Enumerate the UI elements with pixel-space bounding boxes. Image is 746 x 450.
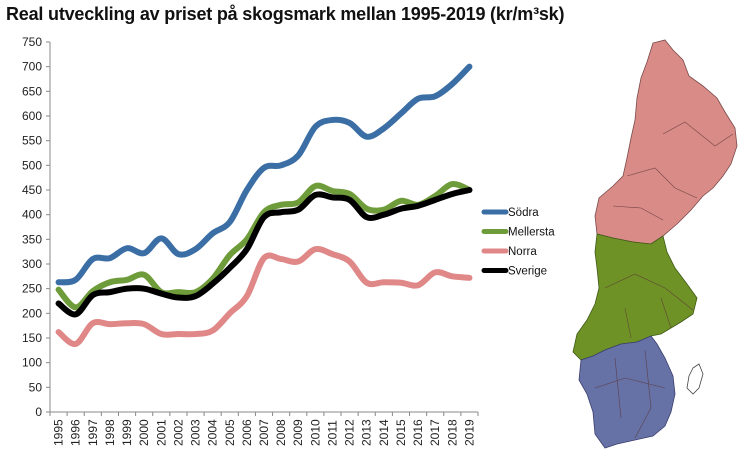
x-tick-label: 2003	[189, 419, 203, 446]
x-tick-label: 2012	[343, 419, 357, 446]
y-tick-label: 400	[22, 208, 42, 222]
x-axis-ticks: 1995 1996 1997 1998 1999 2000 2001 2002 2003 2004…	[49, 412, 479, 446]
y-tick-label: 0	[35, 405, 42, 419]
map-region-mellersta	[572, 233, 698, 361]
x-tick-label: 2000	[137, 419, 151, 446]
x-tick-label: 2001	[154, 419, 168, 446]
series-line-mellersta	[55, 181, 473, 311]
map-region-sodra	[578, 335, 676, 449]
map-county-borders	[594, 121, 734, 439]
x-tick-label: 2006	[240, 419, 254, 446]
x-tick-label: 1996	[69, 419, 83, 446]
y-tick-label: 750	[22, 35, 42, 49]
x-tick-label: 2017	[428, 419, 442, 446]
legend-label-norra: Norra	[508, 246, 537, 258]
x-tick-label: 2004	[206, 419, 220, 446]
x-tick-label: 2010	[308, 419, 322, 446]
y-tick-label: 350	[22, 232, 42, 246]
y-tick-label: 200	[22, 306, 42, 320]
y-tick-label: 100	[22, 356, 42, 370]
series-lines	[55, 63, 473, 347]
legend-label-mellersta: Mellersta	[508, 227, 555, 239]
y-tick-label: 50	[29, 380, 43, 394]
x-tick-label: 2018	[445, 419, 459, 446]
y-tick-label: 700	[22, 60, 42, 74]
x-tick-label: 2019	[462, 419, 476, 446]
map-gotland-outline	[686, 363, 704, 395]
series-line-sverige	[55, 187, 473, 318]
x-tick-label: 2015	[394, 419, 408, 446]
x-tick-label: 2013	[360, 419, 374, 446]
y-axis-ticks: 0 50 100 150 200 250 300 350 400 450 500 550 600 650 7…	[22, 35, 50, 419]
y-tick-label: 650	[22, 84, 42, 98]
line-chart: 0 50 100 150 200 250 300 350 400 450 500 550 600 650 7…	[22, 35, 555, 446]
y-tick-label: 450	[22, 183, 42, 197]
legend-label-sodra: Södra	[508, 207, 539, 219]
sweden-region-map	[572, 39, 738, 449]
y-tick-label: 300	[22, 257, 42, 271]
x-tick-label: 2002	[171, 419, 185, 446]
x-tick-label: 1998	[103, 419, 117, 446]
legend-label-sverige: Sverige	[508, 266, 547, 278]
x-tick-label: 2007	[257, 419, 271, 446]
x-tick-label: 2011	[325, 420, 339, 446]
x-tick-label: 2005	[223, 419, 237, 446]
y-tick-label: 150	[22, 331, 42, 345]
x-tick-label: 2014	[377, 419, 391, 446]
x-tick-label: 1999	[120, 419, 134, 446]
x-tick-label: 2016	[411, 419, 425, 446]
x-tick-label: 1997	[86, 419, 100, 446]
legend: Södra Mellersta Norra Sverige	[481, 207, 555, 278]
x-tick-label: 2009	[291, 419, 305, 446]
series-line-sodra	[55, 63, 473, 286]
y-tick-label: 500	[22, 158, 42, 172]
y-tick-label: 550	[22, 134, 42, 148]
map-region-norra	[594, 39, 738, 245]
y-tick-label: 600	[22, 109, 42, 123]
x-tick-label: 1995	[52, 419, 66, 446]
x-tick-label: 2008	[274, 419, 288, 446]
axes	[49, 42, 478, 413]
y-tick-label: 250	[22, 282, 42, 296]
series-line-norra	[55, 245, 473, 347]
chart-title: Real utveckling av priset på skogsmark m…	[6, 4, 565, 24]
